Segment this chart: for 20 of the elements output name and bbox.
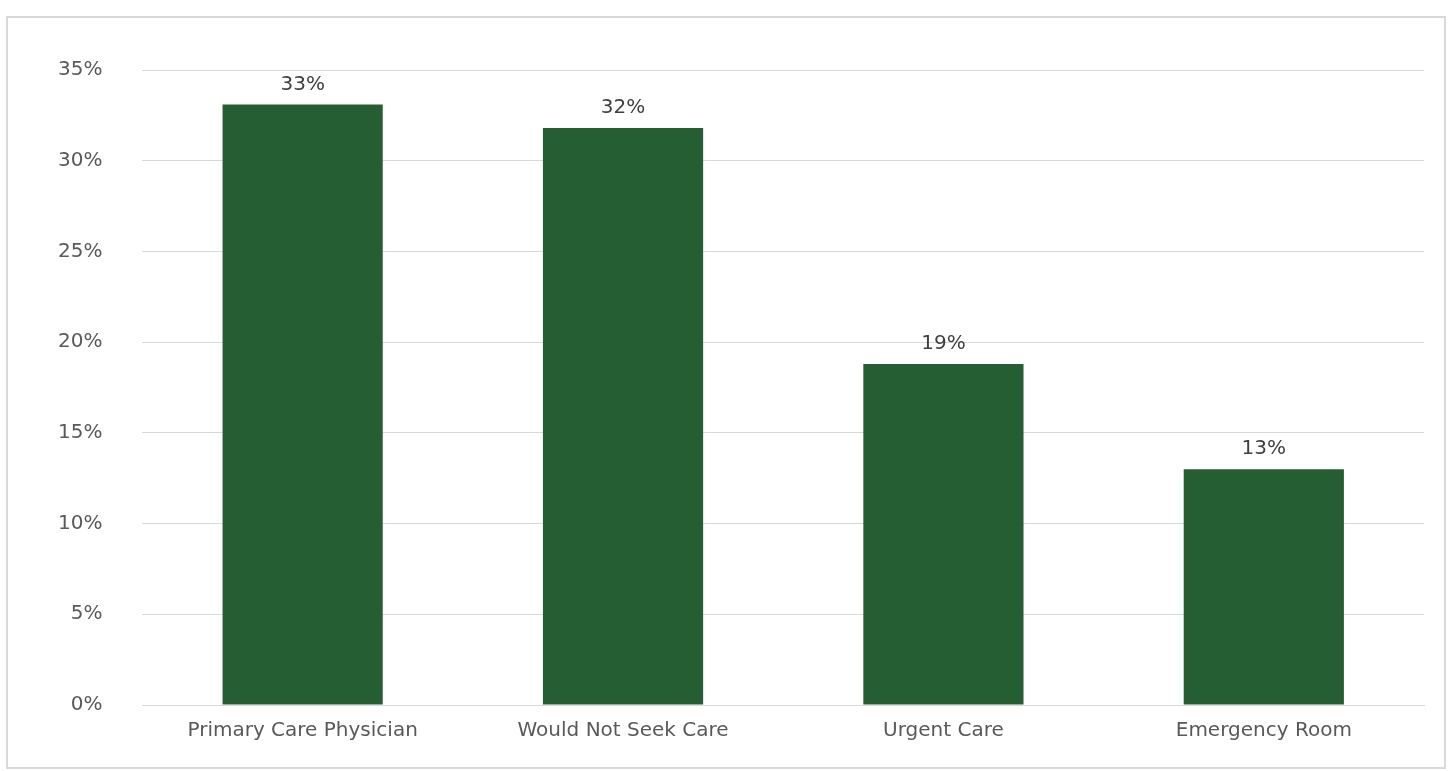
y-tick-label: 30%: [58, 146, 103, 171]
bar: [863, 363, 1024, 705]
data-label: 13%: [1241, 435, 1287, 460]
data-label: 32%: [600, 94, 646, 119]
data-label: 33%: [280, 70, 325, 95]
x-tick-label: Emergency Room: [1175, 717, 1352, 742]
y-tick-label: 20%: [58, 328, 103, 353]
y-tick-label: 10%: [58, 509, 103, 534]
data-label: 19%: [921, 330, 966, 355]
y-tick-label: 25%: [58, 237, 103, 262]
bar: [1183, 469, 1344, 705]
x-tick-label: Primary Care Physician: [187, 717, 418, 742]
x-tick-label: Would Not Seek Care: [517, 717, 729, 742]
y-tick-label: 0%: [70, 691, 103, 716]
y-tick-label: 5%: [70, 600, 103, 625]
bar: [222, 104, 383, 705]
x-tick-label: Urgent Care: [883, 717, 1004, 742]
bar: [542, 128, 704, 705]
y-tick-label: 15%: [58, 419, 103, 444]
y-tick-label: 35%: [58, 56, 103, 81]
